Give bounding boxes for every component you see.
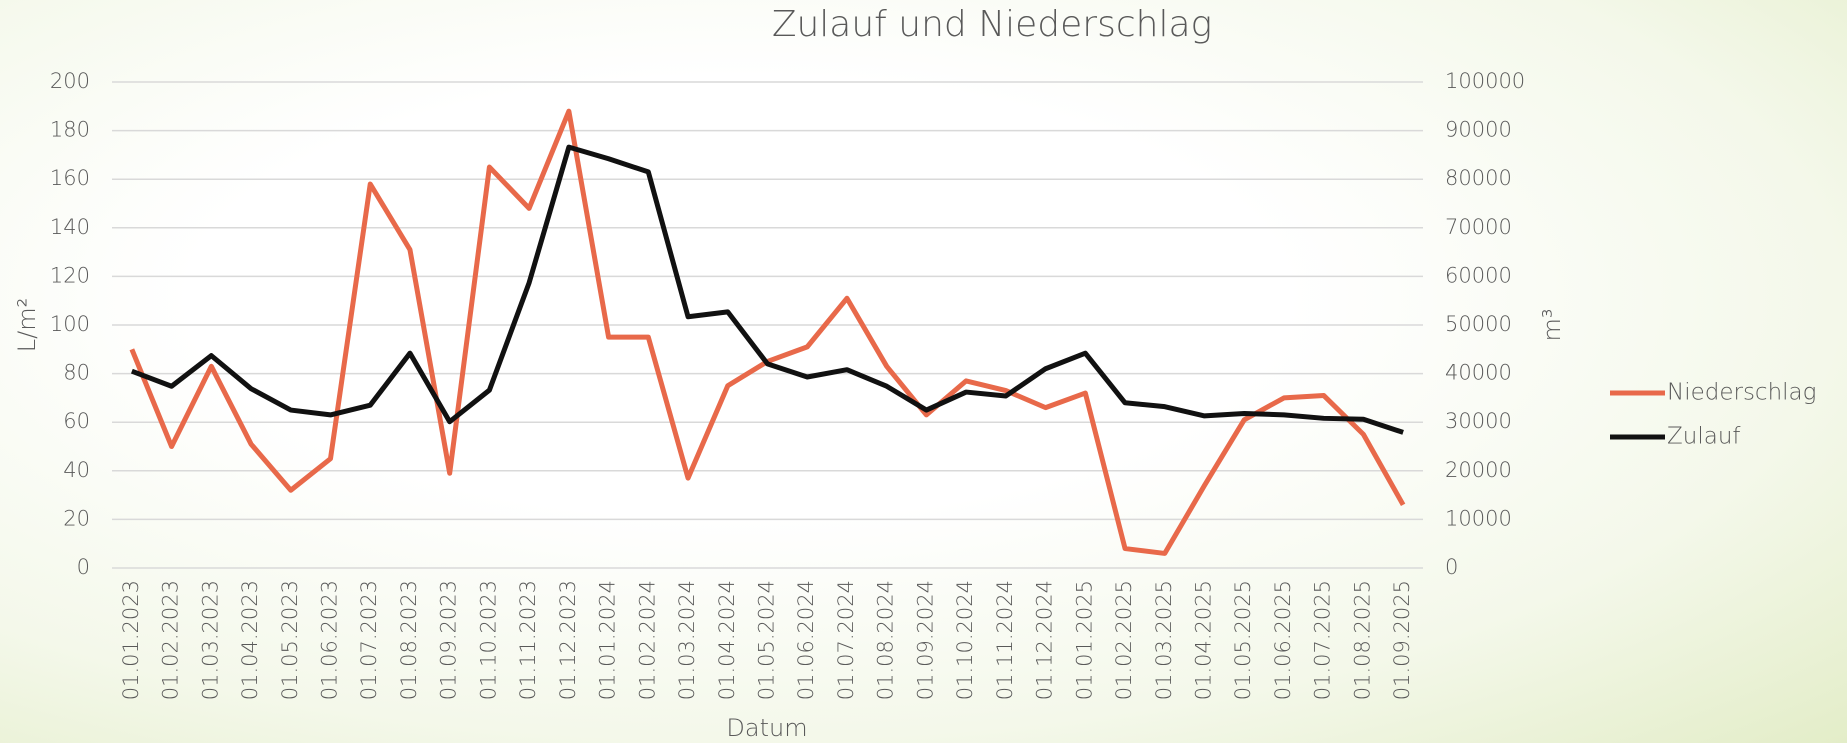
x-tick-label: 01.02.2025 [1112,580,1136,700]
x-tick-label: 01.09.2024 [913,580,937,700]
y2-axis-title: m³ [1538,309,1566,342]
x-axis-title: Datum [726,714,807,742]
x-tick-label: 01.04.2024 [715,580,739,700]
x-tick-label: 01.08.2023 [397,580,421,700]
x-tick-label: 01.07.2023 [357,580,381,700]
x-tick-label: 01.06.2023 [318,580,342,700]
y2-tick-label: 40000 [1445,361,1512,385]
y2-tick-label: 10000 [1445,506,1512,530]
y-tick-label: 140 [50,215,90,239]
x-tick-label: 01.06.2024 [794,580,818,700]
x-tick-label: 01.04.2025 [1192,580,1216,700]
y2-tick-label: 100000 [1445,69,1525,93]
y-tick-label: 160 [50,166,90,190]
x-tick-label: 01.03.2025 [1152,580,1176,700]
x-tick-label: 01.11.2023 [516,580,540,700]
x-tick-label: 01.01.2025 [1072,580,1096,700]
x-tick-label: 01.11.2024 [993,580,1017,700]
x-tick-label: 01.09.2023 [437,580,461,700]
y-tick-label: 200 [50,69,90,93]
y-axis-title: L/m² [13,298,41,352]
y2-tick-label: 70000 [1445,215,1512,239]
y-tick-label: 0 [77,555,90,579]
x-tick-label: 01.02.2024 [635,580,659,700]
y2-tick-label: 80000 [1445,166,1512,190]
y-tick-label: 60 [63,409,90,433]
x-tick-label: 01.12.2023 [556,580,580,700]
y-tick-label: 180 [50,118,90,142]
legend-label: Zulauf [1667,424,1741,450]
x-tick-label: 01.05.2023 [278,580,302,700]
x-tick-label: 01.05.2024 [755,580,779,700]
y-tick-label: 100 [50,312,90,336]
x-tick-label: 01.01.2024 [596,580,620,700]
y2-tick-label: 20000 [1445,458,1512,482]
x-tick-label: 01.10.2023 [476,580,500,700]
y-tick-label: 120 [50,263,90,287]
x-tick-label: 01.03.2024 [675,580,699,700]
x-tick-label: 01.03.2023 [198,580,222,700]
x-tick-label: 01.07.2025 [1311,580,1335,700]
x-tick-label: 01.04.2023 [238,580,262,700]
x-tick-label: 01.12.2024 [1033,580,1057,700]
y2-tick-label: 60000 [1445,263,1512,287]
x-tick-label: 01.10.2024 [953,580,977,700]
y2-tick-label: 30000 [1445,409,1512,433]
y2-tick-label: 90000 [1445,118,1512,142]
x-tick-label: 01.08.2024 [874,580,898,700]
y2-tick-label: 50000 [1445,312,1512,336]
x-tick-label: 01.07.2024 [834,580,858,700]
line-series [130,144,1404,435]
y-tick-label: 20 [63,506,90,530]
x-tick-label: 01.08.2025 [1350,580,1374,700]
line-series [129,108,1406,556]
x-tick-label: 01.01.2023 [119,580,143,700]
x-tick-label: 01.06.2025 [1271,580,1295,700]
x-tick-label: 01.02.2023 [159,580,183,700]
x-tick-label: 01.09.2025 [1390,580,1414,700]
legend-label: Niederschlag [1667,380,1816,406]
y-tick-label: 40 [63,458,90,482]
chart-title: Zulauf und Niederschlag [772,4,1212,45]
y-tick-label: 80 [63,361,90,385]
y2-tick-label: 0 [1445,555,1458,579]
x-tick-label: 01.05.2025 [1231,580,1255,700]
